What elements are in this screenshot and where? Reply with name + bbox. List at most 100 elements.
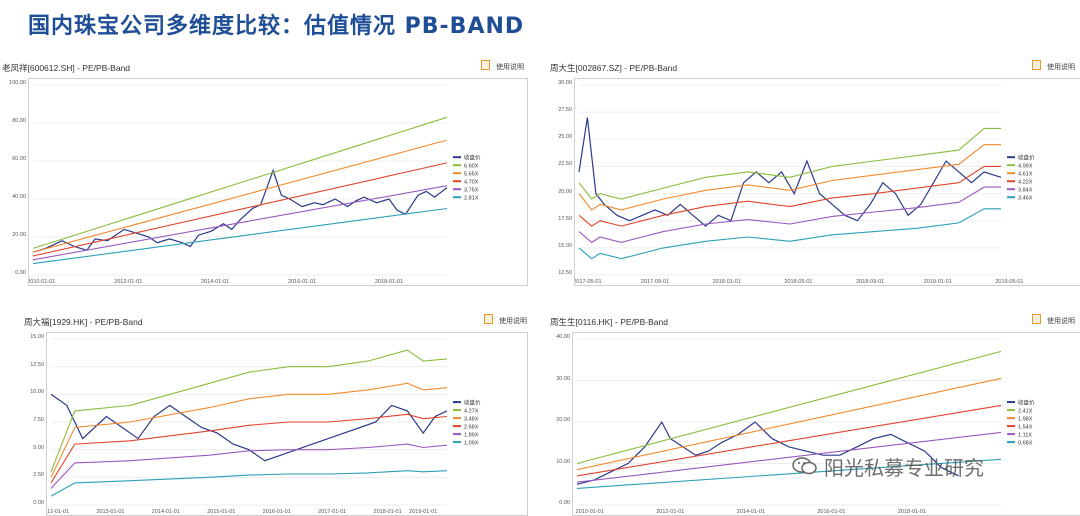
y-tick-label: 25.00 (558, 134, 572, 141)
x-tick-label: 2018-09-01 (856, 279, 884, 285)
x-tick-label: 2018-01-01 (375, 279, 403, 285)
help-link[interactable]: 使用说明 (1047, 318, 1075, 325)
legend-label: 4.61X (1018, 172, 1033, 178)
legend-label: 1.98X (1018, 417, 1033, 423)
x-tick-label: 2016-01-01 (817, 509, 845, 515)
series-line-1 (32, 116, 448, 249)
x-tick-label: 2017-01-01 (318, 509, 346, 515)
legend-label: 4.22X (1018, 180, 1033, 186)
series-line-2 (50, 382, 448, 478)
legend-label: 3.75X (464, 188, 479, 194)
y-tick-label: 15.00 (30, 334, 44, 340)
y-tick-label: 30.00 (556, 375, 570, 382)
x-tick-label: 2016-01-01 (263, 509, 291, 515)
series-line-4 (578, 186, 1001, 244)
legend-label: 2.81X (464, 196, 479, 202)
x-tick-label: 2018-01-01 (713, 279, 741, 285)
x-tick-label: 2014-01-01 (737, 509, 765, 515)
chart-panel-zhoudafu: 周大福[1929.HK] - PE/PB-Band 使用说明 收盘价 4.27X 3… (0, 312, 530, 516)
x-tick-label: 2015-01-01 (207, 509, 235, 515)
legend-label: 收盘价 (464, 399, 481, 407)
series-line-2 (576, 377, 1002, 471)
slide-title: 国内珠宝公司多维度比较：估值情况 PB-BAND (28, 14, 525, 39)
y-tick-label: 20.00 (12, 232, 26, 238)
legend-label: 6.60X (464, 164, 479, 170)
legend-label: 5.65X (464, 172, 479, 178)
series-line-0 (578, 117, 1002, 227)
series-line-4 (50, 443, 448, 489)
y-tick-label: 80.00 (12, 118, 26, 124)
y-tick-label: 20.00 (558, 188, 572, 195)
x-tick-label: 2019-05-01 (995, 279, 1023, 285)
y-tick-label: 12.50 (558, 270, 572, 276)
legend-label: 3.48X (464, 417, 479, 423)
download-icon[interactable] (1032, 60, 1041, 70)
x-tick-label: 2016-01-01 (288, 279, 316, 285)
chart-title: 周大福[1929.HK] - PE/PB-Band (24, 317, 143, 327)
series-line-2 (32, 139, 448, 253)
x-tick-label: 2012-01-01 (47, 509, 69, 515)
legend-label: 4.99X (1018, 164, 1033, 170)
x-tick-label: 2018-01-01 (898, 509, 926, 515)
legend-label: 2.41X (1018, 409, 1033, 415)
y-tick-label: 2.50 (33, 472, 44, 479)
x-tick-label: 2013-01-01 (96, 509, 124, 515)
series-line-0 (50, 393, 448, 462)
series-line-4 (32, 185, 448, 261)
chart-title: 周大生[002867.SZ] - PE/PB-Band (550, 63, 678, 73)
series-line-4 (576, 431, 1002, 483)
help-link[interactable]: 使用说明 (499, 318, 527, 325)
legend-label: 3.84X (1018, 188, 1033, 194)
legend-label: 收盘价 (464, 154, 481, 162)
download-icon[interactable] (481, 60, 490, 70)
y-tick-label: 40.00 (12, 194, 26, 200)
legend-label: 收盘价 (1018, 154, 1035, 162)
y-tick-label: 0.00 (15, 270, 26, 276)
y-tick-label: 40.00 (556, 334, 570, 340)
series-line-5 (50, 470, 448, 497)
x-tick-label: 2018-05-01 (784, 279, 812, 285)
x-tick-label: 2018-01-01 (374, 509, 402, 515)
y-tick-label: 7.50 (33, 417, 44, 423)
series-line-3 (576, 404, 1002, 477)
legend-label: 收盘价 (1018, 399, 1035, 407)
x-tick-label: 2012-01-01 (656, 509, 684, 515)
x-tick-label: 2012-01-01 (114, 279, 142, 285)
series-line-1 (50, 349, 448, 473)
legend-label: 2.68X (464, 425, 479, 431)
y-tick-label: 5.00 (33, 444, 44, 451)
series-line-5 (32, 207, 448, 265)
help-link[interactable]: 使用说明 (1047, 64, 1075, 71)
y-tick-label: 17.50 (558, 215, 572, 222)
x-tick-label: 2014-01-01 (201, 279, 229, 285)
download-icon[interactable] (484, 314, 493, 324)
x-tick-label: 2010-01-01 (576, 509, 604, 515)
series-line-0 (576, 420, 959, 485)
series-line-5 (576, 458, 1002, 489)
wechat-icon (792, 457, 817, 475)
chart-title: 周生生[0116.HK] - PE/PB-Band (550, 317, 668, 327)
y-tick-label: 10.00 (30, 389, 44, 396)
x-tick-label: 2014-01-01 (152, 509, 180, 515)
y-tick-label: 0.00 (33, 500, 44, 506)
series-line-3 (32, 162, 448, 257)
plot-area: 收盘价 4.27X 3.48X 2.68X 1.89X 1.09X 2012-01-01 20… (46, 332, 528, 516)
series-line-1 (578, 127, 1001, 200)
plot-area: 收盘价 6.60X 5.65X 4.70X 3.75X 2.81X 2010-01-01 20… (28, 78, 528, 286)
y-tick-label: 12.50 (30, 361, 44, 368)
y-tick-label: 30.00 (558, 80, 572, 86)
y-tick-label: 15.00 (558, 242, 572, 249)
y-tick-label: 60.00 (12, 156, 26, 162)
help-link[interactable]: 使用说明 (496, 64, 524, 71)
y-tick-label: 100.00 (9, 80, 26, 86)
legend-label: 1.09X (464, 441, 479, 447)
legend-label: 1.11X (1018, 433, 1032, 439)
series-line-3 (578, 165, 1001, 227)
legend-label: 0.68X (1018, 441, 1033, 447)
legend-label: 4.27X (464, 409, 479, 415)
x-tick-label: 2019-01-01 (924, 279, 952, 285)
legend-label: 3.46X (1018, 196, 1033, 202)
y-tick-label: 10.00 (556, 458, 570, 465)
download-icon[interactable] (1032, 314, 1041, 324)
series-line-3 (50, 413, 448, 484)
